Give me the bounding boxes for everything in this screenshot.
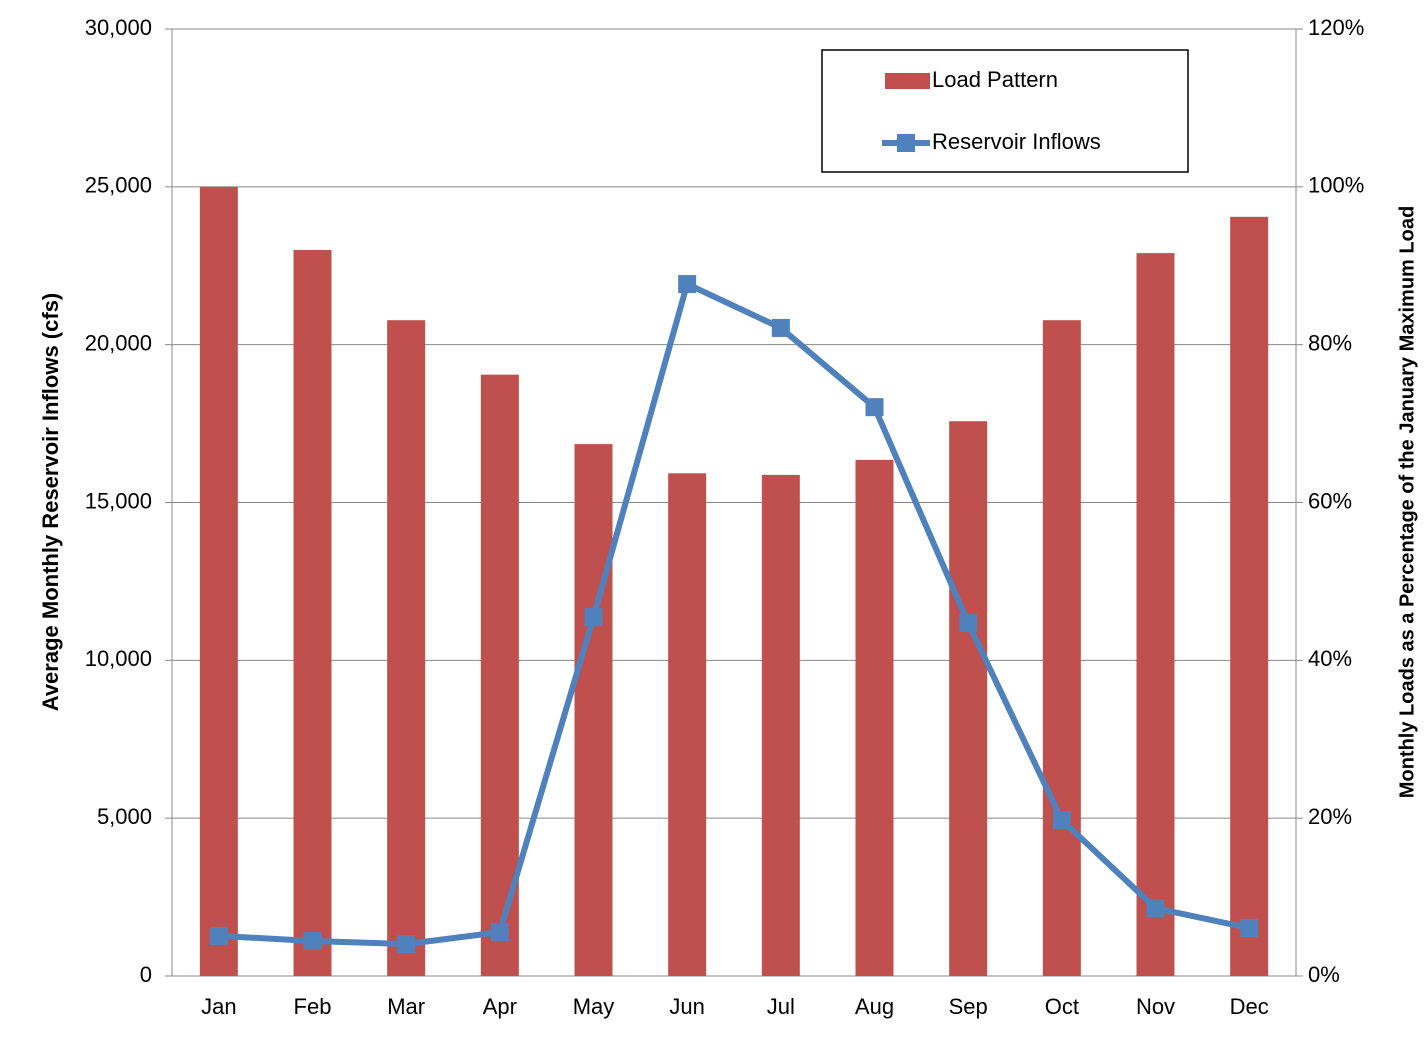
marker (303, 931, 322, 950)
bar (387, 320, 426, 976)
y-tick-label: 25,000 (85, 173, 152, 198)
y-tick-label: 0 (140, 962, 152, 987)
y-axis-title: Average Monthly Reservoir Inflows (cfs) (38, 293, 63, 712)
marker (1240, 919, 1259, 938)
marker (209, 926, 228, 945)
bar (574, 444, 613, 976)
y2-tick-label: 60% (1308, 488, 1352, 513)
legend-label: Load Pattern (932, 67, 1058, 92)
y2-tick-label: 0% (1308, 962, 1340, 987)
marker (1146, 899, 1165, 918)
x-tick-label: Feb (294, 994, 332, 1019)
marker (678, 275, 697, 294)
x-tick-label: Oct (1045, 994, 1079, 1019)
x-tick-label: Sep (949, 994, 988, 1019)
y-tick-label: 10,000 (85, 646, 152, 671)
legend-swatch (897, 134, 915, 152)
y-tick-label: 15,000 (85, 488, 152, 513)
y-tick-label: 5,000 (97, 804, 152, 829)
bar (668, 473, 707, 976)
y2-tick-label: 20% (1308, 804, 1352, 829)
y2-tick-label: 100% (1308, 173, 1364, 198)
bar (1230, 216, 1269, 977)
marker (771, 318, 790, 337)
x-tick-label: Mar (387, 994, 425, 1019)
y2-tick-label: 40% (1308, 646, 1352, 671)
y2-tick-label: 120% (1308, 15, 1364, 40)
x-tick-label: Jan (201, 994, 236, 1019)
x-tick-label: Jun (669, 994, 704, 1019)
y-tick-label: 20,000 (85, 330, 152, 355)
x-tick-label: Dec (1230, 994, 1269, 1019)
y2-tick-label: 80% (1308, 330, 1352, 355)
bar (480, 374, 519, 976)
y-tick-label: 30,000 (85, 15, 152, 40)
bar (1042, 320, 1081, 976)
bar (855, 459, 894, 976)
x-tick-label: Nov (1136, 994, 1175, 1019)
legend-swatch (885, 73, 930, 89)
x-tick-label: Aug (855, 994, 894, 1019)
marker (959, 614, 978, 633)
x-tick-label: Apr (483, 994, 517, 1019)
line (218, 281, 1250, 948)
marker (865, 398, 884, 417)
legend-label: Reservoir Inflows (932, 129, 1101, 154)
marker (1052, 811, 1071, 830)
bar (761, 474, 800, 976)
marker (397, 935, 416, 954)
x-tick-label: Jul (767, 994, 795, 1019)
bar (293, 249, 332, 976)
y2-axis-title: Monthly Loads as a Percentage of the Jan… (1396, 206, 1418, 798)
bar (1136, 253, 1175, 976)
legend-box (821, 49, 1189, 173)
x-tick-label: May (573, 994, 615, 1019)
bar (199, 186, 238, 977)
marker (584, 608, 603, 627)
marker (490, 923, 509, 942)
bar (949, 421, 988, 976)
